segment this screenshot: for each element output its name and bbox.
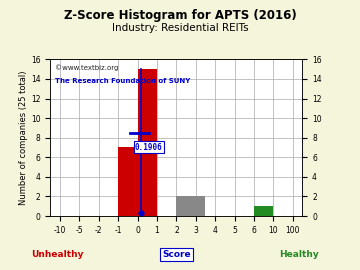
Y-axis label: Number of companies (25 total): Number of companies (25 total): [19, 70, 28, 205]
Text: ©www.textbiz.org: ©www.textbiz.org: [55, 64, 119, 71]
Text: Unhealthy: Unhealthy: [31, 250, 84, 259]
Text: Score: Score: [162, 250, 191, 259]
Bar: [138, 69, 157, 216]
Text: Industry: Residential REITs: Industry: Residential REITs: [112, 23, 248, 33]
Text: The Research Foundation of SUNY: The Research Foundation of SUNY: [55, 78, 191, 84]
Bar: [176, 197, 206, 216]
Bar: [118, 147, 138, 216]
Text: Z-Score Histogram for APTS (2016): Z-Score Histogram for APTS (2016): [64, 9, 296, 22]
Text: Healthy: Healthy: [279, 250, 319, 259]
Bar: [254, 206, 273, 216]
Text: 0.1906: 0.1906: [135, 143, 162, 151]
